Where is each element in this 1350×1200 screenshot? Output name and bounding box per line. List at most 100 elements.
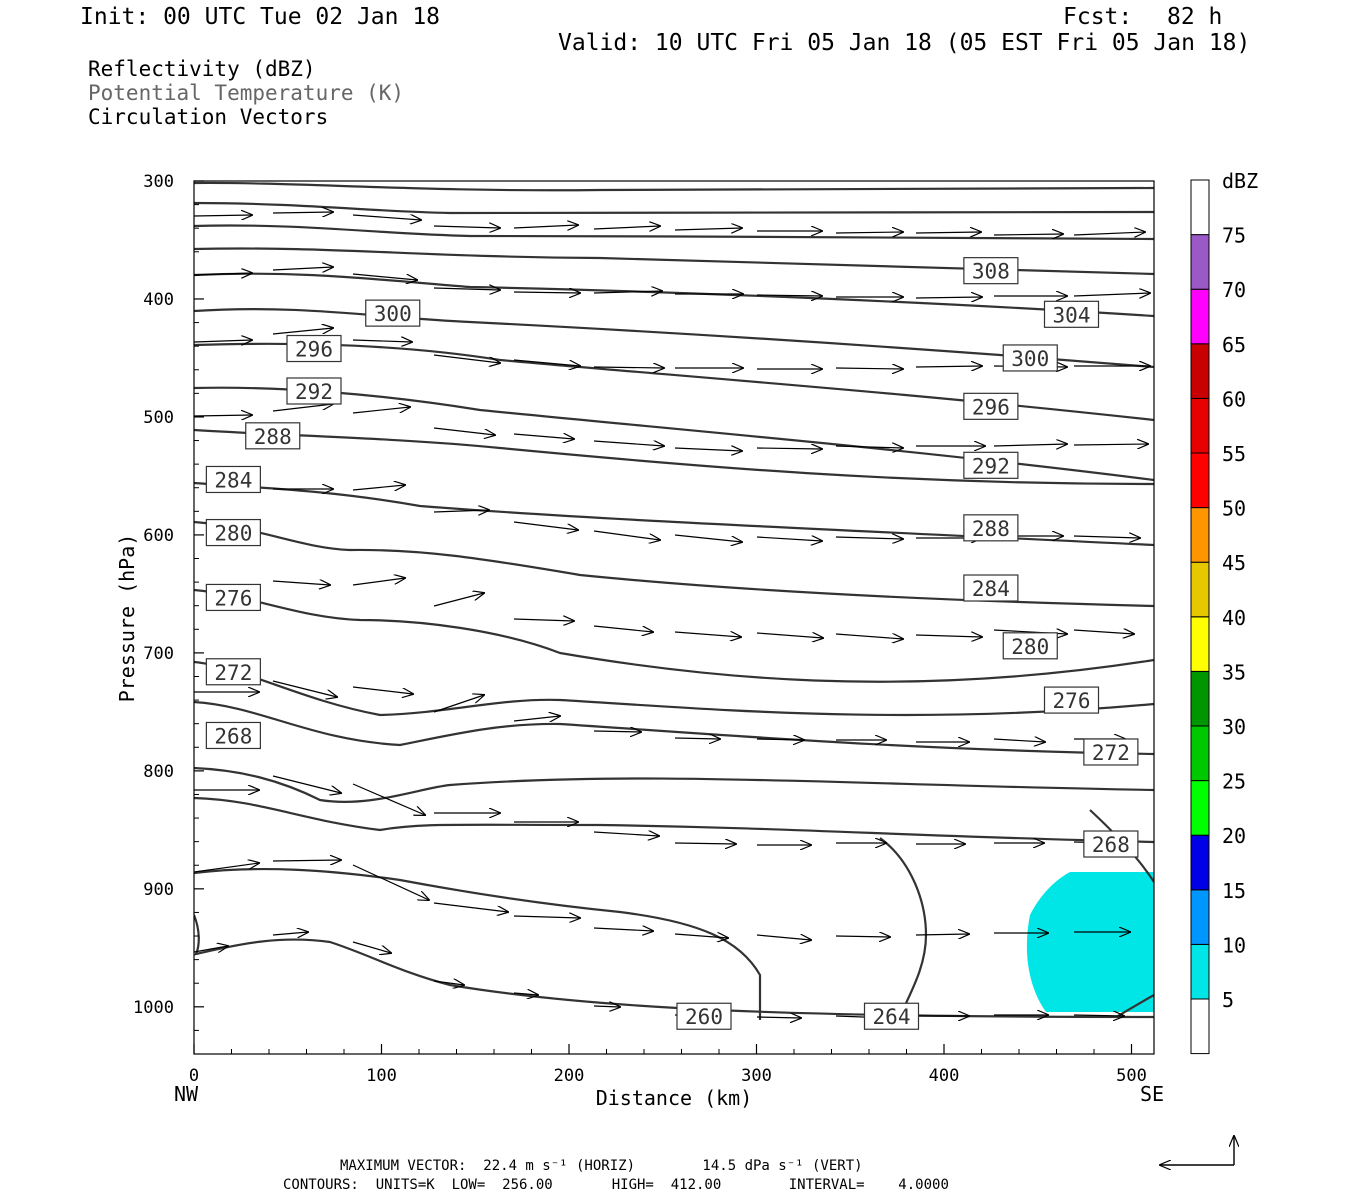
circulation-vector [756, 295, 822, 296]
colorbar-label: 60 [1222, 387, 1246, 411]
circulation-vector [993, 234, 1063, 235]
contour-label: 276 [1053, 689, 1091, 713]
contour-label-box [205, 658, 261, 686]
circulation-vector [513, 292, 580, 293]
circulation-vector [194, 215, 252, 216]
circulation-vector [835, 368, 903, 369]
circulation-vector [756, 448, 822, 449]
circulation-vector [433, 593, 484, 607]
circulation-vector [352, 273, 417, 280]
circulation-vector [433, 981, 464, 985]
contour-label: 304 [1053, 303, 1091, 327]
init-time: Init: 00 UTC Tue 02 Jan 18 [80, 4, 441, 30]
contour-label-box [205, 583, 261, 612]
circulation-vector [513, 225, 578, 228]
colorbar-label: 55 [1222, 442, 1246, 466]
circulation-vector [513, 619, 574, 621]
colorbar-segment [1190, 998, 1210, 1055]
circulation-vector [194, 415, 252, 416]
field-vectors: Circulation Vectors [88, 105, 329, 129]
contour-label: 300 [1011, 347, 1049, 371]
theta-contour-line [194, 766, 1154, 803]
circulation-vector [1073, 536, 1140, 538]
colorbar-label: 65 [1222, 333, 1246, 357]
circulation-vector [513, 916, 580, 918]
x-end-label-right: SE [1140, 1082, 1164, 1106]
circulation-vector [835, 537, 903, 539]
theta-contour-line [194, 307, 1154, 369]
circulation-vector [272, 680, 337, 697]
colorbar: 5 10 15 20 25 30 35 40 45 50 55 60 65 70 75 [1190, 179, 1246, 1055]
contour-label: 268 [214, 724, 252, 748]
circulation-vector [756, 537, 822, 541]
circulation-vector [194, 340, 252, 342]
colorbar-label: 10 [1222, 933, 1246, 957]
theta-contour-line [194, 700, 1154, 756]
circulation-vector [593, 367, 664, 368]
circulation-vector [513, 521, 578, 530]
contour-label-box [286, 334, 342, 363]
contour-label: 288 [972, 517, 1010, 541]
circulation-vector [1073, 1015, 1124, 1016]
y-axis-label: Pressure (hPa) [115, 534, 139, 703]
colorbar-segment [1190, 943, 1210, 1000]
x-end-label-left: NW [174, 1082, 199, 1106]
contour-label: 276 [214, 586, 252, 610]
colorbar-label: 75 [1222, 224, 1246, 248]
contour-label-box [963, 574, 1019, 602]
circulation-vector [1073, 630, 1134, 634]
contour-label-box [963, 257, 1019, 285]
circulation-vectors [194, 212, 1150, 1018]
circulation-vector [593, 530, 660, 540]
colorbar-label: 40 [1222, 606, 1246, 630]
circulation-vector [433, 226, 500, 228]
theta-contour-line [194, 201, 1154, 215]
theta-contour-line [194, 520, 1154, 608]
circulation-vector [915, 366, 982, 367]
circulation-vector [272, 775, 341, 793]
circulation-vector [593, 291, 662, 293]
circulation-vector [352, 215, 421, 220]
y-tick-label: 700 [143, 644, 174, 664]
circulation-vector [593, 832, 659, 836]
theta-contour-line [194, 181, 1154, 192]
max-vector-footer: MAXIMUM VECTOR: 22.4 m s⁻¹ (HORIZ) 14.5 … [340, 1158, 863, 1174]
colorbar-label: 50 [1222, 497, 1246, 521]
theta-contour-line [194, 796, 1154, 844]
field-reflectivity: Reflectivity (dBZ) [88, 57, 316, 81]
contour-label-box [963, 392, 1019, 420]
contour-label-box [1002, 632, 1058, 660]
circulation-vector [433, 695, 484, 713]
fcst-value: 82 h [1167, 4, 1223, 30]
circulation-vector [352, 485, 405, 490]
colorbar-segment [1190, 670, 1210, 727]
colorbar-label: 20 [1222, 824, 1246, 848]
circulation-vector [433, 902, 508, 912]
circulation-vector [194, 946, 228, 952]
circulation-vector [1073, 293, 1150, 296]
x-tick-label: 500 [1116, 1066, 1147, 1086]
contour-label-box [676, 1002, 732, 1030]
y-tick-label: 500 [143, 408, 174, 428]
circulation-vector [194, 863, 259, 873]
plot-frame [193, 180, 1155, 1055]
circulation-vector [1073, 232, 1145, 235]
y-tick-label: 900 [143, 880, 174, 900]
contour-label: 272 [214, 661, 252, 685]
circulation-vector [756, 633, 823, 638]
circulation-vector [272, 581, 330, 585]
colorbar-segment [1190, 343, 1210, 399]
theta-contour-line [194, 224, 1154, 241]
contour-label: 264 [873, 1005, 911, 1029]
circulation-vector [272, 932, 308, 935]
y-tick-label: 300 [143, 172, 174, 192]
x-tick-label: 200 [554, 1066, 585, 1086]
x-tick-label: 400 [929, 1066, 960, 1086]
circulation-vector [593, 731, 641, 732]
colorbar-segment [1190, 288, 1210, 345]
circulation-vector [674, 448, 742, 451]
theta-contour-line [194, 660, 1154, 717]
contour-label: 268 [1092, 833, 1130, 857]
